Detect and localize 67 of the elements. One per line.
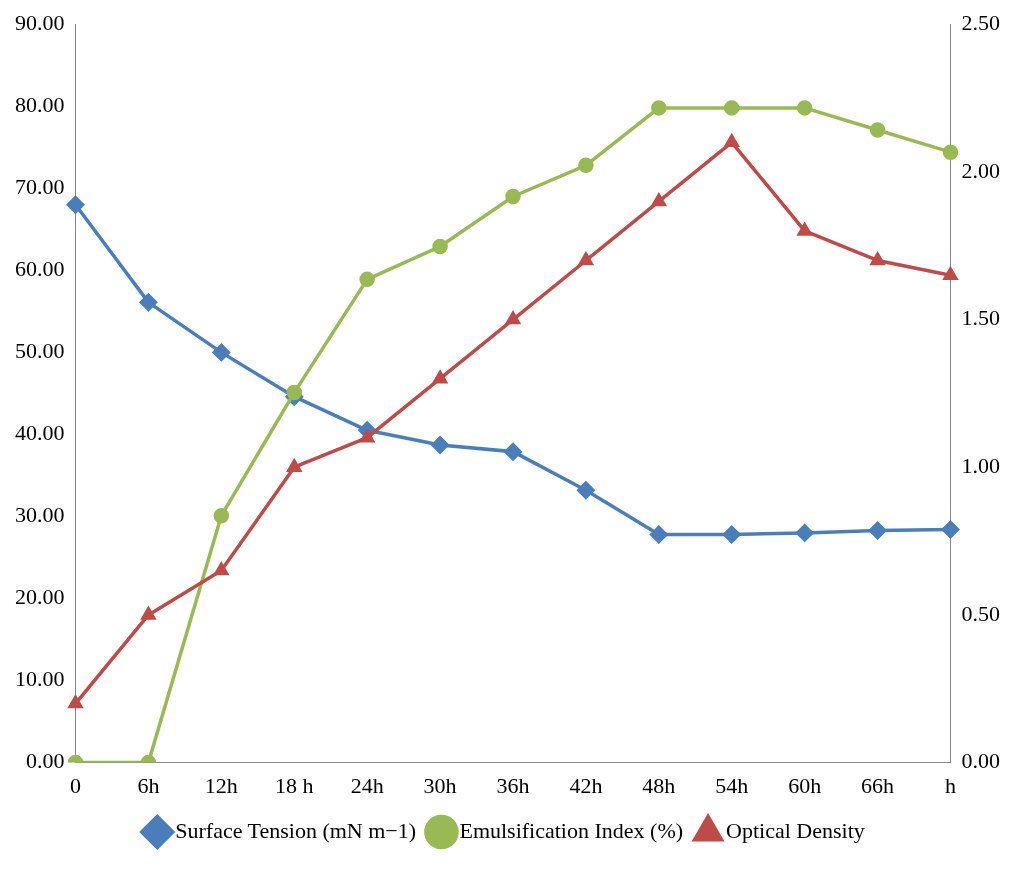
x-tick-label: h [945, 772, 956, 798]
point [66, 195, 85, 214]
y-tick-label: 20.00 [15, 584, 65, 610]
y2-tick-label: 0.00 [961, 748, 1000, 774]
x-tick-label: 36h [496, 772, 530, 798]
x-tick-label: 66h [861, 772, 895, 798]
point [869, 122, 886, 138]
y2-tick-label: 0.50 [961, 600, 1000, 626]
y2-tick-label: 2.00 [961, 157, 1000, 183]
x-tick-label: 12h [204, 772, 238, 798]
point [651, 193, 666, 207]
point [212, 343, 231, 362]
x-tick-label: 30h [423, 772, 457, 798]
point [868, 521, 887, 540]
point [797, 223, 812, 236]
y-tick-label: 50.00 [15, 338, 65, 364]
y-tick-label: 40.00 [15, 420, 65, 446]
point [796, 100, 813, 116]
point [723, 525, 741, 544]
point [577, 481, 595, 499]
y-tick-label: 80.00 [15, 92, 65, 118]
y2-tick-label: 1.50 [961, 305, 1000, 331]
y2-tick-label: 2.50 [961, 9, 1000, 35]
point [942, 144, 959, 160]
point [578, 252, 593, 266]
point [724, 100, 740, 116]
point [431, 436, 449, 454]
y-tick-label: 90.00 [15, 9, 65, 35]
y-tick-label: 30.00 [15, 502, 65, 528]
x-tick-label: 18 h [275, 772, 314, 798]
legend-label: Emulsification Index (%) [459, 817, 684, 843]
point [504, 442, 522, 461]
y-tick-label: 70.00 [15, 174, 65, 200]
point [723, 132, 740, 148]
point [506, 311, 520, 325]
point [795, 524, 814, 542]
y-tick-label: 0.00 [26, 748, 65, 774]
point [68, 695, 83, 709]
point [433, 370, 448, 384]
legend-label: Surface Tension (mN m−1) [175, 817, 417, 843]
point [287, 459, 302, 472]
x-tick-label: 60h [788, 772, 822, 798]
point [578, 157, 594, 174]
point [505, 188, 521, 205]
point [432, 238, 448, 255]
point [139, 293, 158, 312]
x-tick-label: 6h [137, 772, 160, 798]
legend-label: Optical Density [726, 817, 865, 843]
point [214, 562, 229, 576]
x-tick-label: 24h [350, 772, 384, 798]
x-tick-label: 54h [715, 772, 749, 798]
x-tick-label: 48h [642, 772, 676, 798]
point [650, 525, 668, 544]
x-tick-label: 42h [569, 772, 603, 798]
y-tick-label: 60.00 [15, 256, 65, 282]
point [359, 271, 375, 288]
point [360, 429, 375, 443]
y-tick-label: 10.00 [15, 666, 65, 692]
point [141, 607, 156, 620]
point [213, 507, 230, 524]
point [943, 267, 958, 281]
point [941, 520, 960, 539]
point [286, 384, 302, 401]
y2-tick-label: 1.00 [961, 453, 1000, 479]
point [870, 252, 885, 266]
point [651, 100, 667, 116]
x-tick-label: 0 [70, 772, 81, 798]
